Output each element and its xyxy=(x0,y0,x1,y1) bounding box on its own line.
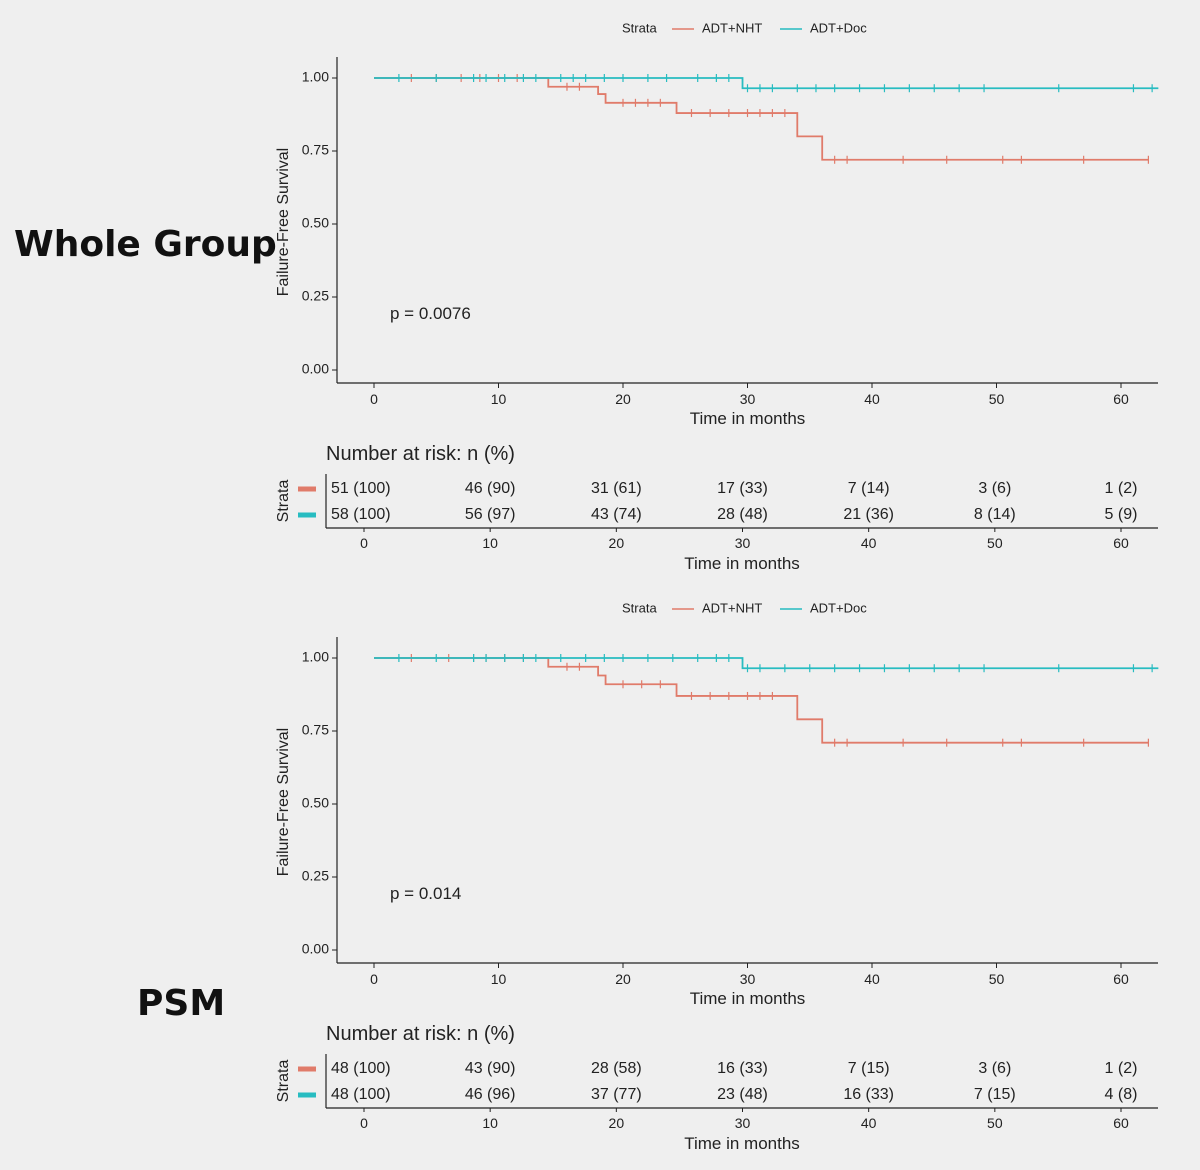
risk-x-tick-label: 40 xyxy=(861,535,877,551)
series-line-adt-doc xyxy=(374,657,1159,670)
y-tick-label: 0.00 xyxy=(302,361,329,377)
series-line-adt-doc xyxy=(374,77,1159,90)
legend-label-1: ADT+Doc xyxy=(810,600,867,615)
risk-cell: 3 (6) xyxy=(978,1060,1011,1077)
legend-label-0: ADT+NHT xyxy=(702,600,762,615)
x-tick-label: 20 xyxy=(615,391,631,407)
x-axis-title: Time in months xyxy=(690,989,806,1008)
risk-cell: 58 (100) xyxy=(331,506,391,523)
risk-x-tick-label: 0 xyxy=(360,535,368,551)
section-label-whole-group: Whole Group xyxy=(14,224,277,265)
risk-cell: 43 (74) xyxy=(591,506,642,523)
risk-x-tick-label: 10 xyxy=(482,535,498,551)
x-tick-label: 10 xyxy=(491,971,507,987)
x-tick-label: 0 xyxy=(370,391,378,407)
series-line-adt-nht xyxy=(374,657,1149,744)
risk-table-strata-label: Strata xyxy=(275,480,292,523)
risk-table-x-title: Time in months xyxy=(684,554,800,573)
y-axis-title: Failure-Free Survival xyxy=(275,148,292,296)
x-axis-title: Time in months xyxy=(690,409,806,428)
risk-table-key-0 xyxy=(298,486,316,492)
x-tick-label: 10 xyxy=(491,391,507,407)
risk-cell: 16 (33) xyxy=(717,1060,768,1077)
risk-x-tick-label: 50 xyxy=(987,1115,1003,1131)
risk-cell: 48 (100) xyxy=(331,1086,391,1103)
risk-cell: 37 (77) xyxy=(591,1086,642,1103)
risk-cell: 7 (15) xyxy=(848,1060,890,1077)
x-tick-label: 60 xyxy=(1113,971,1129,987)
x-tick-label: 0 xyxy=(370,971,378,987)
risk-x-tick-label: 20 xyxy=(609,1115,625,1131)
y-tick-label: 0.00 xyxy=(302,941,329,957)
risk-x-tick-label: 60 xyxy=(1113,1115,1129,1131)
risk-table-key-0 xyxy=(298,1066,316,1072)
risk-cell: 4 (8) xyxy=(1105,1086,1138,1103)
risk-cell: 16 (33) xyxy=(843,1086,894,1103)
risk-cell: 31 (61) xyxy=(591,480,642,497)
x-tick-label: 40 xyxy=(864,971,880,987)
risk-x-tick-label: 40 xyxy=(861,1115,877,1131)
risk-x-tick-label: 20 xyxy=(609,535,625,551)
risk-cell: 1 (2) xyxy=(1105,1060,1138,1077)
risk-cell: 46 (96) xyxy=(465,1086,516,1103)
x-tick-label: 50 xyxy=(989,391,1005,407)
y-tick-label: 0.75 xyxy=(302,142,329,158)
chart-psm: Strata ADT+NHT ADT+Doc 0.00 0.25 0.50 0.75 1.00… xyxy=(275,600,1159,1153)
risk-cell: 23 (48) xyxy=(717,1086,768,1103)
risk-table-strata-label: Strata xyxy=(275,1060,292,1103)
risk-table-key-1 xyxy=(298,512,316,518)
y-tick-label: 1.00 xyxy=(302,649,329,665)
legend-label-0: ADT+NHT xyxy=(702,20,762,35)
risk-cell: 46 (90) xyxy=(465,480,516,497)
x-tick-label: 30 xyxy=(740,391,756,407)
risk-cell: 56 (97) xyxy=(465,506,516,523)
legend-label-1: ADT+Doc xyxy=(810,20,867,35)
risk-cell: 1 (2) xyxy=(1105,480,1138,497)
y-axis-title: Failure-Free Survival xyxy=(275,728,292,876)
risk-x-tick-label: 10 xyxy=(482,1115,498,1131)
y-tick-label: 1.00 xyxy=(302,69,329,85)
legend-title: Strata xyxy=(622,20,657,35)
risk-cell: 3 (6) xyxy=(978,480,1011,497)
legend-title: Strata xyxy=(622,600,657,615)
chart-whole-group: Strata ADT+NHT ADT+Doc 0.00 0.25 0.50 0.75 1.00… xyxy=(275,20,1159,573)
risk-cell: 7 (15) xyxy=(974,1086,1016,1103)
risk-table-title: Number at risk: n (%) xyxy=(326,443,515,465)
y-tick-label: 0.25 xyxy=(302,288,329,304)
risk-cell: 48 (100) xyxy=(331,1060,391,1077)
x-tick-label: 50 xyxy=(989,971,1005,987)
risk-x-tick-label: 30 xyxy=(735,535,751,551)
risk-cell: 5 (9) xyxy=(1105,506,1138,523)
risk-cell: 51 (100) xyxy=(331,480,391,497)
risk-cell: 43 (90) xyxy=(465,1060,516,1077)
x-tick-label: 30 xyxy=(740,971,756,987)
risk-cell: 28 (58) xyxy=(591,1060,642,1077)
p-value-annotation: p = 0.0076 xyxy=(390,304,471,323)
y-tick-label: 0.50 xyxy=(302,795,329,811)
risk-x-tick-label: 50 xyxy=(987,535,1003,551)
risk-table-x-title: Time in months xyxy=(684,1134,800,1153)
y-tick-label: 0.75 xyxy=(302,722,329,738)
risk-x-tick-label: 30 xyxy=(735,1115,751,1131)
y-tick-label: 0.25 xyxy=(302,868,329,884)
risk-cell: 21 (36) xyxy=(843,506,894,523)
risk-cell: 28 (48) xyxy=(717,506,768,523)
risk-x-tick-label: 0 xyxy=(360,1115,368,1131)
x-tick-label: 40 xyxy=(864,391,880,407)
p-value-annotation: p = 0.014 xyxy=(390,884,461,903)
series-line-adt-nht xyxy=(374,77,1149,161)
x-tick-label: 60 xyxy=(1113,391,1129,407)
risk-table-key-1 xyxy=(298,1092,316,1098)
risk-cell: 17 (33) xyxy=(717,480,768,497)
y-tick-label: 0.50 xyxy=(302,215,329,231)
risk-table-title: Number at risk: n (%) xyxy=(326,1023,515,1045)
risk-cell: 7 (14) xyxy=(848,480,890,497)
risk-cell: 8 (14) xyxy=(974,506,1016,523)
section-label-psm: PSM xyxy=(137,983,226,1024)
x-tick-label: 20 xyxy=(615,971,631,987)
risk-x-tick-label: 60 xyxy=(1113,535,1129,551)
